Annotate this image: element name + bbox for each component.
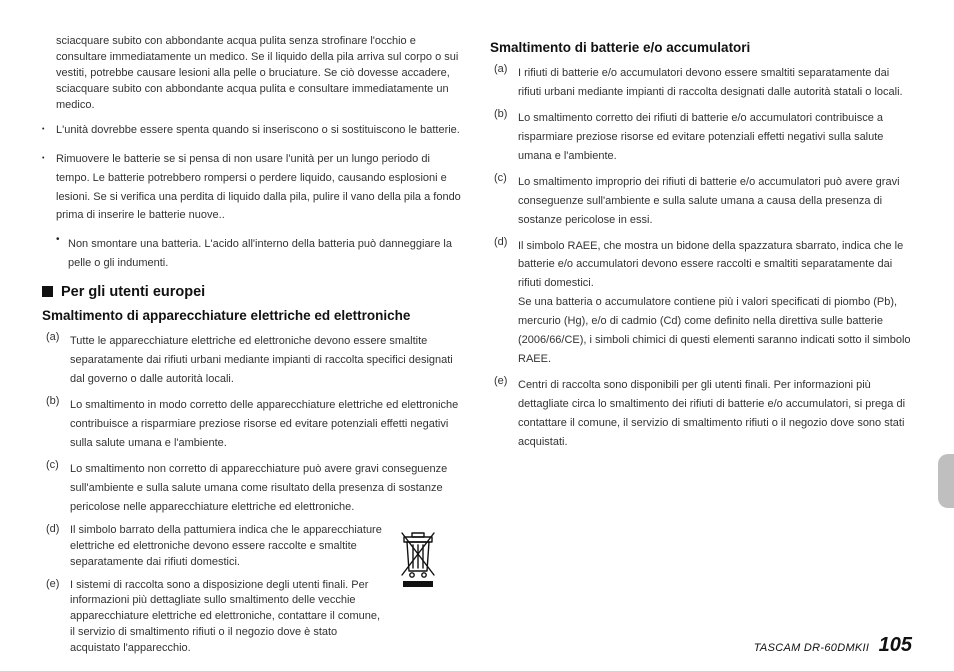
weee-list: (a) Tutte le apparecchiature elettriche e… xyxy=(42,331,464,657)
section-heading-text: Per gli utenti europei xyxy=(61,284,205,300)
list-label: (c) xyxy=(494,172,507,184)
bullet-item: Rimuovere le batterie se si pensa di non… xyxy=(56,153,461,222)
intro-paragraph: sciacquare subito con abbondante acqua p… xyxy=(56,34,464,114)
page-footer: TASCAM DR-60DMKII 105 xyxy=(754,634,912,657)
battery-list: (a) I rifiuti di batterie e/o accumulator… xyxy=(490,63,912,451)
list-item: Centri di raccolta sono disponibili per … xyxy=(518,379,905,448)
list-label: (b) xyxy=(46,395,59,407)
list-label: (d) xyxy=(46,523,59,535)
list-label: (e) xyxy=(46,578,59,590)
thumb-index-tab xyxy=(938,454,954,508)
sub-heading-weee: Smaltimento di apparecchiature elettrich… xyxy=(42,308,464,323)
right-column: Smaltimento di batterie e/o accumulatori… xyxy=(490,34,912,616)
list-item: Lo smaltimento non corretto di apparecch… xyxy=(70,463,447,513)
list-label: (a) xyxy=(46,331,59,343)
list-item: I sistemi di raccolta sono a disposizion… xyxy=(70,578,464,658)
list-item: Lo smaltimento improprio dei rifiuti di … xyxy=(518,176,900,226)
footer-page-number: 105 xyxy=(879,634,912,656)
list-item: Lo smaltimento in modo corretto delle ap… xyxy=(70,399,458,449)
list-label: (b) xyxy=(494,108,507,120)
list-label: (d) xyxy=(494,236,507,248)
list-label: (c) xyxy=(46,459,59,471)
square-bullet-icon xyxy=(42,286,53,297)
list-item: Il simbolo RAEE, che mostra un bidone de… xyxy=(518,240,911,366)
list-label: (a) xyxy=(494,63,507,75)
list-item: I rifiuti di batterie e/o accumulatori d… xyxy=(518,67,903,98)
list-item: Tutte le apparecchiature elettriche ed e… xyxy=(70,335,453,385)
section-heading-eu: Per gli utenti europei xyxy=(42,284,464,300)
dot-sub-list: Non smontare una batteria. L'acido all'i… xyxy=(42,234,464,272)
battery-bullets: L'unità dovrebbe essere spenta quando si… xyxy=(42,120,464,225)
list-label: (e) xyxy=(494,375,507,387)
footer-model: TASCAM DR-60DMKII xyxy=(754,642,870,654)
left-column: sciacquare subito con abbondante acqua p… xyxy=(42,34,464,616)
dot-sub-item: Non smontare una batteria. L'acido all'i… xyxy=(68,238,452,269)
list-item: Lo smaltimento corretto dei rifiuti di b… xyxy=(518,112,883,162)
page-columns: sciacquare subito con abbondante acqua p… xyxy=(42,34,912,616)
bullet-item: L'unità dovrebbe essere spenta quando si… xyxy=(56,124,460,136)
sub-heading-batteries: Smaltimento di batterie e/o accumulatori xyxy=(490,40,912,55)
